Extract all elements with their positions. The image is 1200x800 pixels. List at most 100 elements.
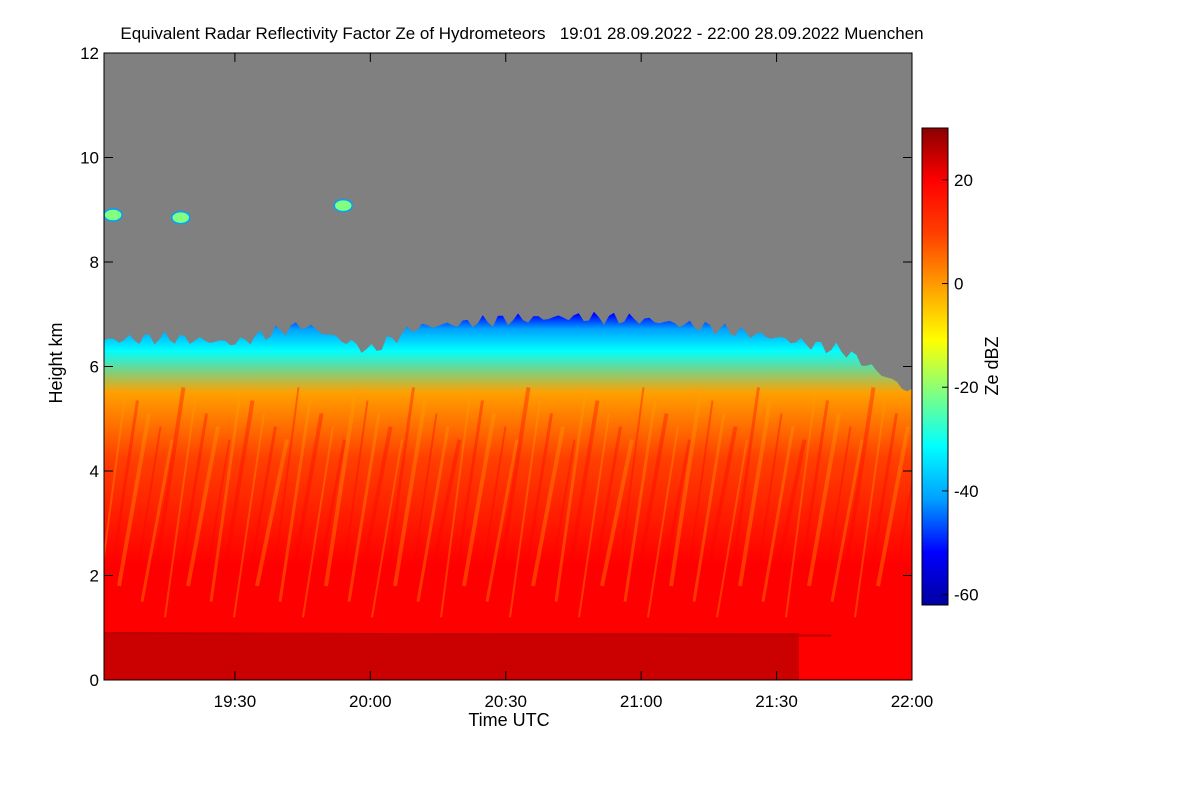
fall-streak [267,387,300,618]
chart-title: Equivalent Radar Reflectivity Factor Ze … [120,24,923,43]
fall-streak [578,413,610,618]
fall-streak [681,400,714,618]
fall-streak [485,439,519,602]
y-tick-label: 6 [90,358,99,377]
colorbar-tick-label: 0 [954,275,963,294]
y-tick-label: 2 [90,567,99,586]
fall-streak [104,387,127,564]
fall-streak [416,426,450,602]
fall-streak [692,413,726,602]
y-tick-label: 12 [80,44,99,63]
y-tick-label: 8 [90,253,99,272]
x-tick-label: 21:00 [620,692,663,711]
fall-streak [785,387,817,618]
plot-area [104,53,912,680]
fall-streak [647,426,679,618]
colorbar-tick-label: -40 [954,482,979,501]
y-axis-label: Height km [46,322,66,403]
colorbar-tick-label: -60 [954,586,979,605]
fall-streak [669,387,703,587]
fall-streak [129,426,162,618]
fall-streak [841,387,876,587]
fall-streak [543,439,576,618]
x-tick-label: 21:30 [755,692,798,711]
fall-streak [612,387,645,618]
fall-streak [727,387,760,602]
fall-streak [623,400,657,602]
fall-streak [198,439,231,618]
fall-streak [393,400,427,587]
fall-streak [106,400,139,602]
small-echo [170,210,191,225]
fall-streak [313,439,346,602]
fall-streak [405,413,438,618]
fall-streak [336,400,369,618]
fall-streak [888,478,912,618]
fall-streak [382,387,415,602]
y-tick-label: 4 [90,462,99,481]
fall-streak [703,426,738,587]
colorbar-tick-label: -20 [954,378,979,397]
fall-streak [140,439,174,602]
fall-streak [186,426,220,587]
fall-streak [462,413,496,587]
fall-streak [796,400,829,602]
melting-layer [104,631,832,637]
fall-streak [175,413,208,602]
fall-streak [509,400,541,618]
fall-streak [255,439,289,587]
fall-streak [164,400,196,618]
fall-streak [772,439,807,587]
fall-streak [865,413,898,602]
fall-streak [427,439,462,587]
fall-streak [761,426,795,602]
fall-streak [244,426,277,602]
x-tick-label: 20:30 [484,692,527,711]
fall-streak [117,413,151,587]
fall-streak [554,387,588,602]
colorbar: -60 -40 -20 0 20 Ze dBZ [921,127,1002,606]
colorbar-ticks: -60 -40 -20 0 20 [942,171,979,605]
fall-streak [347,413,381,602]
small-echoes [104,198,353,225]
x-tick-label: 20:00 [349,692,392,711]
fall-streak [209,387,243,602]
fall-streak [233,413,265,618]
fall-streak [854,400,886,618]
fall-streak [589,426,622,602]
fall-streak [531,426,565,587]
fall-streak [451,400,484,602]
fall-streak [278,400,312,602]
fall-streak [634,413,669,587]
fall-streaks [104,387,912,680]
colorbar-label: Ze dBZ [982,336,1002,395]
fall-streak [807,413,841,587]
small-echo [333,198,353,213]
fall-streak [750,413,783,618]
x-axis-ticks: 19:30 20:00 20:30 21:00 21:30 22:00 [214,53,934,711]
fall-streak [565,400,600,587]
y-axis-ticks: 0 2 4 6 8 10 12 [80,44,912,690]
fall-streak [819,426,852,618]
x-tick-label: 22:00 [891,692,934,711]
fall-streak [496,387,531,587]
echo-region [104,311,912,680]
fall-streak [220,400,255,587]
fall-streak [716,439,748,618]
fall-streak [658,439,691,602]
fall-streak [289,413,324,587]
fall-streak [324,387,358,587]
fall-streak [738,400,772,587]
fall-streak [830,439,864,602]
fall-streak [600,439,634,587]
colorbar-tick-label: 20 [954,171,973,190]
x-tick-label: 19:30 [214,692,257,711]
fall-streak [876,426,910,587]
fall-streak [440,387,472,618]
fall-streak [302,426,334,618]
x-axis-label: Time UTC [468,710,549,730]
surface-band [104,632,799,680]
fall-streak [151,387,186,587]
small-echo [104,208,123,222]
